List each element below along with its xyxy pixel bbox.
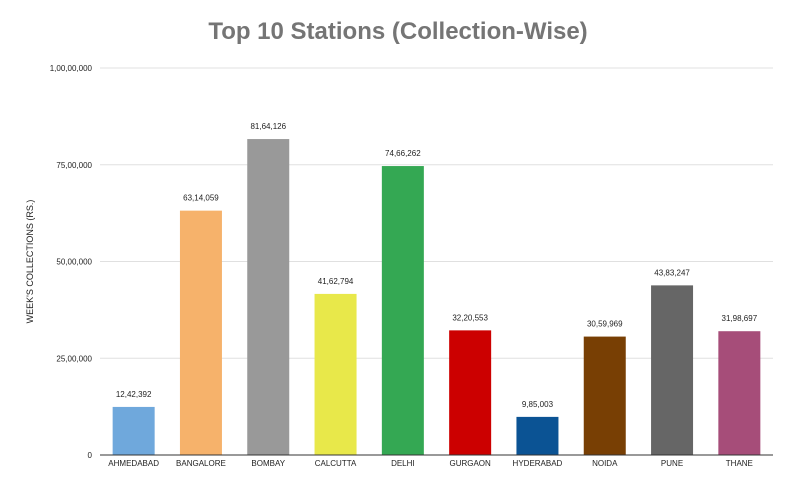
- data-label: 43,83,247: [654, 268, 690, 277]
- data-label: 63,14,059: [183, 194, 219, 203]
- data-label: 31,98,697: [722, 314, 758, 323]
- data-label: 81,64,126: [250, 122, 286, 131]
- data-label: 32,20,553: [452, 313, 488, 322]
- y-axis-label: WEEK'S COLLECTIONS (RS.): [25, 200, 35, 324]
- x-tick-label: THANE: [726, 459, 753, 468]
- x-tick-label: CALCUTTA: [315, 459, 357, 468]
- data-label: 9,85,003: [522, 400, 554, 409]
- data-label: 30,59,969: [587, 320, 623, 329]
- x-tick-label: DELHI: [391, 459, 415, 468]
- x-axis-ticks: AHMEDABAD BANGALORE BOMBAY CALCUTTA DELHI GUR…: [108, 459, 753, 468]
- y-tick-label: 50,00,000: [56, 258, 92, 267]
- bar-pune: [651, 285, 694, 455]
- x-tick-label: AHMEDABAD: [108, 459, 159, 468]
- y-tick-label: 1,00,00,000: [50, 64, 93, 73]
- x-tick-label: HYDERABAD: [513, 459, 563, 468]
- x-tick-label: NOIDA: [592, 459, 618, 468]
- bar-hyderabad: [516, 416, 559, 455]
- bar-ahmedabad: [112, 406, 155, 455]
- x-tick-label: PUNE: [661, 459, 683, 468]
- bar-bombay: [247, 139, 290, 455]
- y-axis-ticks: 0 25,00,000 50,00,000 75,00,000 1,00,00,000: [50, 64, 93, 460]
- data-label: 12,42,392: [116, 390, 152, 399]
- data-labels: 12,42,392 63,14,059 81,64,126 41,62,794 74,6…: [116, 122, 758, 409]
- bar-bangalore: [179, 210, 222, 455]
- y-tick-label: 25,00,000: [56, 354, 92, 363]
- data-label: 41,62,794: [318, 277, 354, 286]
- y-tick-label: 75,00,000: [56, 161, 92, 170]
- bar-gurgaon: [449, 330, 492, 455]
- bars: [112, 139, 761, 455]
- y-tick-label: 0: [88, 451, 93, 460]
- x-tick-label: GURGAON: [449, 459, 491, 468]
- x-tick-label: BANGALORE: [176, 459, 226, 468]
- bar-delhi: [381, 166, 424, 455]
- x-tick-label: BOMBAY: [251, 459, 285, 468]
- data-label: 74,66,262: [385, 149, 421, 158]
- bar-calcutta: [314, 293, 357, 455]
- bar-thane: [718, 331, 761, 455]
- bar-noida: [583, 336, 626, 455]
- chart-title: Top 10 Stations (Collection-Wise): [208, 18, 588, 45]
